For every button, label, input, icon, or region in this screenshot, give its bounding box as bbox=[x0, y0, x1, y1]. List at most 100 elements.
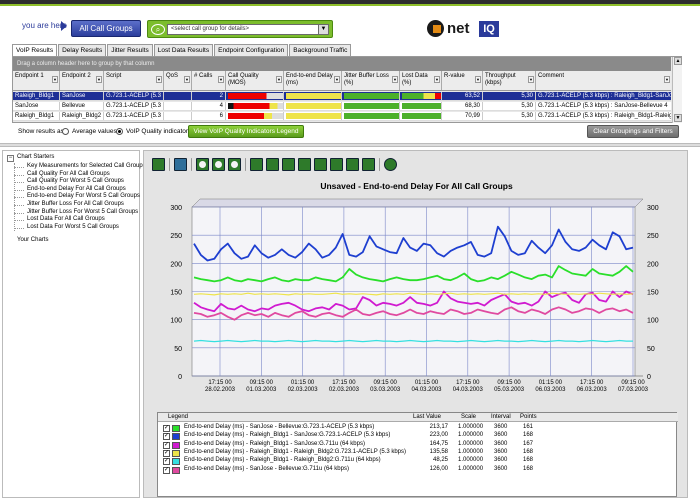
zoom-in-icon[interactable] bbox=[196, 158, 209, 171]
call-group-selector[interactable]: ⌕ <select call group for details> ▼ bbox=[147, 20, 333, 38]
tree-item[interactable]: Call Quality For All Call Groups bbox=[27, 170, 110, 177]
tree-line bbox=[14, 182, 24, 184]
bar-chart-icon[interactable] bbox=[282, 158, 295, 171]
tree-root-chart-starters[interactable]: Chart Starters bbox=[17, 154, 55, 160]
col-endpoint1[interactable]: Endpoint 1 ▼ bbox=[13, 71, 60, 90]
checkbox-icon[interactable]: ✓ bbox=[163, 449, 170, 457]
group-by-hint[interactable]: Drag a column header here to group by th… bbox=[13, 57, 671, 71]
filter-arrow-icon[interactable]: ▼ bbox=[218, 76, 224, 83]
col-call-quality[interactable]: Call Quality (MOS) ▼ bbox=[226, 71, 284, 90]
filter-arrow-icon[interactable]: ▼ bbox=[156, 76, 162, 83]
scatter-chart-icon[interactable] bbox=[330, 158, 343, 171]
area-chart-icon[interactable] bbox=[250, 158, 263, 171]
tree-item[interactable]: Jitter Buffer Loss For All Call Groups bbox=[27, 201, 124, 207]
legend-col-interval[interactable]: Interval bbox=[491, 414, 511, 420]
tab-lost-data-results[interactable]: Lost Data Results bbox=[153, 44, 214, 56]
legend-col-points[interactable]: Points bbox=[520, 414, 537, 420]
filter-arrow-icon[interactable]: ▼ bbox=[334, 76, 340, 83]
refresh-icon[interactable] bbox=[384, 158, 397, 171]
y-tick-label: 250 bbox=[170, 233, 182, 240]
filter-arrow-icon[interactable]: ▼ bbox=[475, 76, 481, 83]
checkbox-icon[interactable]: ✓ bbox=[163, 433, 170, 441]
checkbox-icon[interactable]: ✓ bbox=[163, 458, 170, 466]
col-qos[interactable]: QoS ▼ bbox=[164, 71, 192, 90]
stacked-bar-icon[interactable] bbox=[298, 158, 311, 171]
view-legend-button[interactable]: View VoIP Quality Indicators Legend bbox=[188, 125, 304, 138]
zoom-out-icon[interactable] bbox=[212, 158, 225, 171]
average-values-radio[interactable] bbox=[62, 128, 69, 135]
col-lost-data[interactable]: Lost Data (%) ▼ bbox=[400, 71, 442, 90]
col-rvalue[interactable]: R-value ▼ bbox=[442, 71, 483, 90]
scroll-down-icon[interactable]: ▼ bbox=[674, 114, 682, 122]
legend-col-last[interactable]: Last Value bbox=[413, 414, 441, 420]
legend-col-scale[interactable]: Scale bbox=[461, 414, 477, 420]
chart-properties-icon[interactable] bbox=[174, 158, 187, 171]
x-tick-label: 07.03.2003 bbox=[618, 387, 649, 393]
tree-item[interactable]: Jitter Buffer Loss For Worst 5 Call Grou… bbox=[27, 208, 139, 215]
col-jitter[interactable]: Jitter Buffer Loss (%) ▼ bbox=[342, 71, 400, 90]
legend-col-legend[interactable]: Legend bbox=[168, 414, 189, 420]
tab-voip-results[interactable]: VoIP Results bbox=[12, 44, 58, 57]
checkbox-icon[interactable]: ✓ bbox=[163, 441, 170, 449]
grid-scrollbar[interactable]: ▲ ▼ bbox=[672, 57, 682, 123]
tree-item-your-charts[interactable]: Your Charts bbox=[17, 237, 49, 243]
collapse-icon[interactable]: − bbox=[7, 155, 14, 162]
tree-line bbox=[14, 212, 24, 214]
cell-lost-data bbox=[400, 112, 442, 120]
tab-delay-results[interactable]: Delay Results bbox=[58, 44, 107, 56]
table-row[interactable]: Raleigh_Bldg1 SanJose G.723.1-ACELP (5.3… bbox=[13, 92, 671, 101]
checkbox-icon[interactable]: ✓ bbox=[163, 466, 170, 474]
legend-row[interactable]: ✓ End-to-end Delay (ms) - Raleigh_Bldg1 -… bbox=[158, 432, 678, 441]
zoom-reset-icon[interactable] bbox=[228, 158, 241, 171]
tree-item[interactable]: Lost Data For Worst 5 Call Groups bbox=[27, 223, 119, 230]
col-throughput[interactable]: Throughput (kbps) ▼ bbox=[483, 71, 536, 90]
line-chart-icon[interactable] bbox=[266, 158, 279, 171]
col-delay[interactable]: End-to-end Delay (ms) ▼ bbox=[284, 71, 342, 90]
filter-arrow-icon[interactable]: ▼ bbox=[434, 76, 440, 83]
chevron-down-icon[interactable]: ▼ bbox=[318, 24, 329, 35]
filter-arrow-icon[interactable]: ▼ bbox=[52, 76, 58, 83]
checkbox-icon[interactable]: ✓ bbox=[163, 425, 170, 432]
filter-arrow-icon[interactable]: ▼ bbox=[392, 76, 398, 83]
legend-row[interactable]: ✓ End-to-end Delay (ms) - Raleigh_Bldg1 -… bbox=[158, 441, 678, 449]
x-tick-label: 02.03.2003 bbox=[329, 387, 360, 393]
legend-interval: 3600 bbox=[494, 465, 508, 472]
call-group-select[interactable]: <select call group for details> bbox=[167, 24, 319, 35]
filter-arrow-icon[interactable]: ▼ bbox=[528, 76, 534, 83]
tab-background-traffic[interactable]: Background Traffic bbox=[289, 44, 352, 56]
filter-arrow-icon[interactable]: ▼ bbox=[276, 76, 282, 83]
clear-groupings-button[interactable]: Clear Groupings and Filters bbox=[587, 125, 679, 138]
splitter[interactable] bbox=[0, 143, 700, 147]
tree-item[interactable]: Call Quality For Worst 5 Call Groups bbox=[27, 178, 124, 185]
tree-item[interactable]: End-to-end Delay For All Call Groups bbox=[27, 185, 126, 192]
filter-arrow-icon[interactable]: ▼ bbox=[96, 76, 102, 83]
col-endpoint2[interactable]: Endpoint 2 ▼ bbox=[60, 71, 104, 90]
save-icon[interactable] bbox=[152, 158, 165, 171]
legend-row[interactable]: ✓ End-to-end Delay (ms) - Raleigh_Bldg1 -… bbox=[158, 449, 678, 457]
tree-item[interactable]: End-to-end Delay For Worst 5 Call Groups bbox=[27, 193, 140, 200]
legend-row[interactable]: ✓ End-to-end Delay (ms) - Raleigh_Bldg1 -… bbox=[158, 457, 678, 466]
tree-item[interactable]: Lost Data For All Call Groups bbox=[27, 216, 105, 223]
tab-endpoint-configuration[interactable]: Endpoint Configuration bbox=[214, 44, 289, 56]
col-calls[interactable]: # Calls ▼ bbox=[192, 71, 226, 90]
trend-icon[interactable] bbox=[362, 158, 375, 171]
filter-arrow-icon[interactable]: ▼ bbox=[184, 76, 190, 83]
table-row[interactable]: SanJose Bellevue G.723.1-ACELP (5.3 kbp)… bbox=[13, 102, 671, 111]
y-tick-label: 150 bbox=[170, 290, 182, 297]
column-chart-icon[interactable] bbox=[314, 158, 327, 171]
legend-row[interactable]: ✓ End-to-end Delay (ms) - SanJose - Belle… bbox=[158, 466, 678, 474]
scroll-up-icon[interactable]: ▲ bbox=[674, 57, 682, 65]
y-tick-label: 300 bbox=[170, 205, 182, 212]
netiq-logo: net IQ bbox=[427, 19, 517, 41]
y-tick-label: 50 bbox=[174, 346, 182, 353]
col-comment[interactable]: Comment ▼ bbox=[538, 73, 670, 83]
voip-quality-radio[interactable] bbox=[116, 128, 123, 135]
tab-jitter-results[interactable]: Jitter Results bbox=[107, 44, 153, 56]
legend-row[interactable]: ✓ End-to-end Delay (ms) - SanJose - Belle… bbox=[158, 424, 678, 432]
table-row[interactable]: Raleigh_Bldg1 Raleigh_Bldg2 G.723.1-ACEL… bbox=[13, 112, 671, 121]
3d-line-icon[interactable] bbox=[346, 158, 359, 171]
all-call-groups-button[interactable]: All Call Groups bbox=[71, 20, 141, 37]
filter-arrow-icon[interactable]: ▼ bbox=[664, 76, 670, 83]
col-script[interactable]: Script ▼ bbox=[104, 71, 164, 90]
tree-item[interactable]: Key Measurements for Selected Call Group… bbox=[27, 163, 146, 169]
